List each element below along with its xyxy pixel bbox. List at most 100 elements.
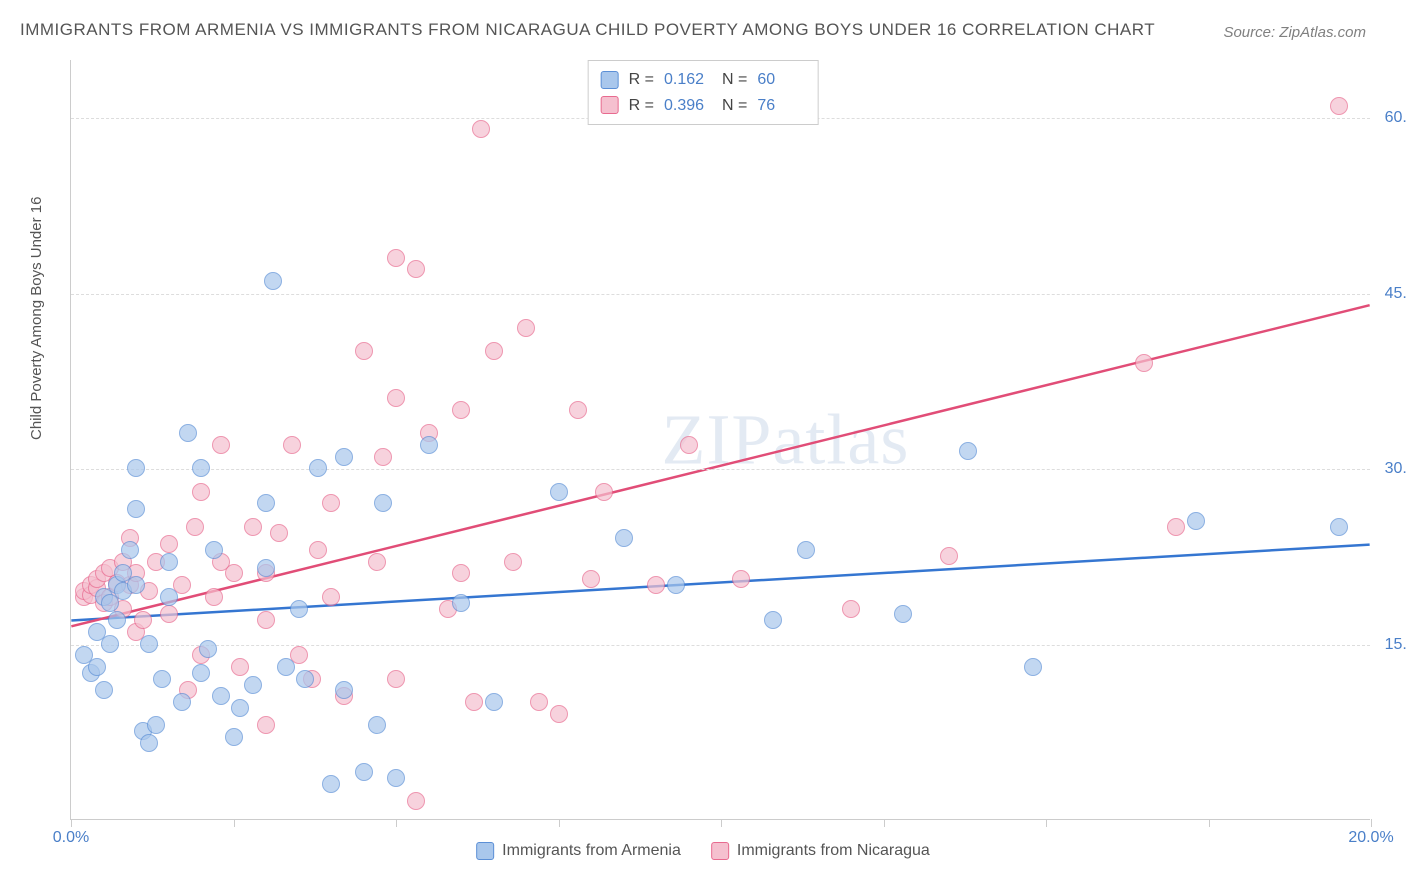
y-tick-label: 60.0% bbox=[1385, 109, 1406, 127]
x-tick bbox=[559, 819, 560, 827]
data-point-nicaragua bbox=[387, 249, 405, 267]
data-point-nicaragua bbox=[1330, 97, 1348, 115]
data-point-armenia bbox=[368, 716, 386, 734]
legend-item-armenia: Immigrants from Armenia bbox=[476, 842, 681, 860]
data-point-armenia bbox=[88, 658, 106, 676]
data-point-nicaragua bbox=[452, 564, 470, 582]
data-point-nicaragua bbox=[842, 600, 860, 618]
legend-label-nicaragua: Immigrants from Nicaragua bbox=[737, 842, 930, 860]
swatch-armenia bbox=[476, 842, 494, 860]
data-point-armenia bbox=[199, 640, 217, 658]
data-point-armenia bbox=[140, 734, 158, 752]
legend-row-nicaragua: R = 0.396 N = 76 bbox=[601, 93, 806, 119]
data-point-armenia bbox=[173, 693, 191, 711]
data-point-nicaragua bbox=[550, 705, 568, 723]
data-point-nicaragua bbox=[465, 693, 483, 711]
data-point-armenia bbox=[121, 541, 139, 559]
data-point-armenia bbox=[264, 272, 282, 290]
data-point-armenia bbox=[212, 687, 230, 705]
data-point-nicaragua bbox=[1167, 518, 1185, 536]
series-legend: Immigrants from Armenia Immigrants from … bbox=[476, 842, 930, 860]
r-label: R = bbox=[629, 67, 654, 93]
regression-lines bbox=[71, 60, 1370, 819]
data-point-nicaragua bbox=[472, 120, 490, 138]
data-point-armenia bbox=[959, 442, 977, 460]
data-point-nicaragua bbox=[225, 564, 243, 582]
data-point-nicaragua bbox=[322, 494, 340, 512]
data-point-nicaragua bbox=[530, 693, 548, 711]
data-point-nicaragua bbox=[582, 570, 600, 588]
data-point-nicaragua bbox=[504, 553, 522, 571]
data-point-nicaragua bbox=[205, 588, 223, 606]
data-point-nicaragua bbox=[374, 448, 392, 466]
data-point-armenia bbox=[231, 699, 249, 717]
data-point-nicaragua bbox=[257, 611, 275, 629]
data-point-armenia bbox=[179, 424, 197, 442]
data-point-nicaragua bbox=[647, 576, 665, 594]
data-point-armenia bbox=[127, 576, 145, 594]
x-tick bbox=[234, 819, 235, 827]
data-point-armenia bbox=[290, 600, 308, 618]
data-point-nicaragua bbox=[407, 260, 425, 278]
r-label: R = bbox=[629, 93, 654, 119]
data-point-nicaragua bbox=[569, 401, 587, 419]
data-point-armenia bbox=[420, 436, 438, 454]
data-point-armenia bbox=[667, 576, 685, 594]
x-tick bbox=[721, 819, 722, 827]
swatch-nicaragua bbox=[601, 96, 619, 114]
data-point-armenia bbox=[764, 611, 782, 629]
data-point-nicaragua bbox=[160, 535, 178, 553]
data-point-armenia bbox=[127, 459, 145, 477]
data-point-armenia bbox=[192, 459, 210, 477]
data-point-armenia bbox=[1187, 512, 1205, 530]
gridline bbox=[71, 645, 1370, 646]
data-point-nicaragua bbox=[283, 436, 301, 454]
legend-row-armenia: R = 0.162 N = 60 bbox=[601, 67, 806, 93]
data-point-armenia bbox=[147, 716, 165, 734]
data-point-armenia bbox=[335, 681, 353, 699]
data-point-armenia bbox=[95, 681, 113, 699]
swatch-nicaragua bbox=[711, 842, 729, 860]
correlation-legend: R = 0.162 N = 60 R = 0.396 N = 76 bbox=[588, 60, 819, 125]
y-tick-label: 30.0% bbox=[1385, 460, 1406, 478]
data-point-nicaragua bbox=[244, 518, 262, 536]
data-point-nicaragua bbox=[160, 605, 178, 623]
data-point-nicaragua bbox=[231, 658, 249, 676]
data-point-nicaragua bbox=[940, 547, 958, 565]
plot-area: ZIPatlas 15.0%30.0%45.0%60.0%0.0%20.0% bbox=[70, 60, 1370, 820]
data-point-armenia bbox=[127, 500, 145, 518]
data-point-armenia bbox=[1330, 518, 1348, 536]
data-point-armenia bbox=[1024, 658, 1042, 676]
data-point-armenia bbox=[160, 588, 178, 606]
data-point-armenia bbox=[296, 670, 314, 688]
data-point-nicaragua bbox=[485, 342, 503, 360]
x-tick bbox=[71, 819, 72, 827]
data-point-nicaragua bbox=[257, 716, 275, 734]
data-point-nicaragua bbox=[387, 670, 405, 688]
data-point-armenia bbox=[140, 635, 158, 653]
correlation-chart: IMMIGRANTS FROM ARMENIA VS IMMIGRANTS FR… bbox=[20, 20, 1386, 872]
data-point-armenia bbox=[244, 676, 262, 694]
data-point-armenia bbox=[192, 664, 210, 682]
x-tick-label: 0.0% bbox=[53, 829, 89, 847]
y-tick-label: 15.0% bbox=[1385, 636, 1406, 654]
data-point-nicaragua bbox=[322, 588, 340, 606]
data-point-armenia bbox=[485, 693, 503, 711]
data-point-nicaragua bbox=[186, 518, 204, 536]
data-point-nicaragua bbox=[212, 436, 230, 454]
n-value-nicaragua: 76 bbox=[757, 93, 805, 119]
data-point-armenia bbox=[205, 541, 223, 559]
data-point-armenia bbox=[101, 635, 119, 653]
legend-label-armenia: Immigrants from Armenia bbox=[502, 842, 681, 860]
data-point-nicaragua bbox=[368, 553, 386, 571]
n-label: N = bbox=[722, 93, 747, 119]
gridline bbox=[71, 469, 1370, 470]
data-point-nicaragua bbox=[309, 541, 327, 559]
source-attribution: Source: ZipAtlas.com bbox=[1223, 24, 1366, 41]
y-tick-label: 45.0% bbox=[1385, 285, 1406, 303]
data-point-armenia bbox=[797, 541, 815, 559]
x-tick bbox=[884, 819, 885, 827]
n-value-armenia: 60 bbox=[757, 67, 805, 93]
data-point-nicaragua bbox=[452, 401, 470, 419]
gridline bbox=[71, 294, 1370, 295]
